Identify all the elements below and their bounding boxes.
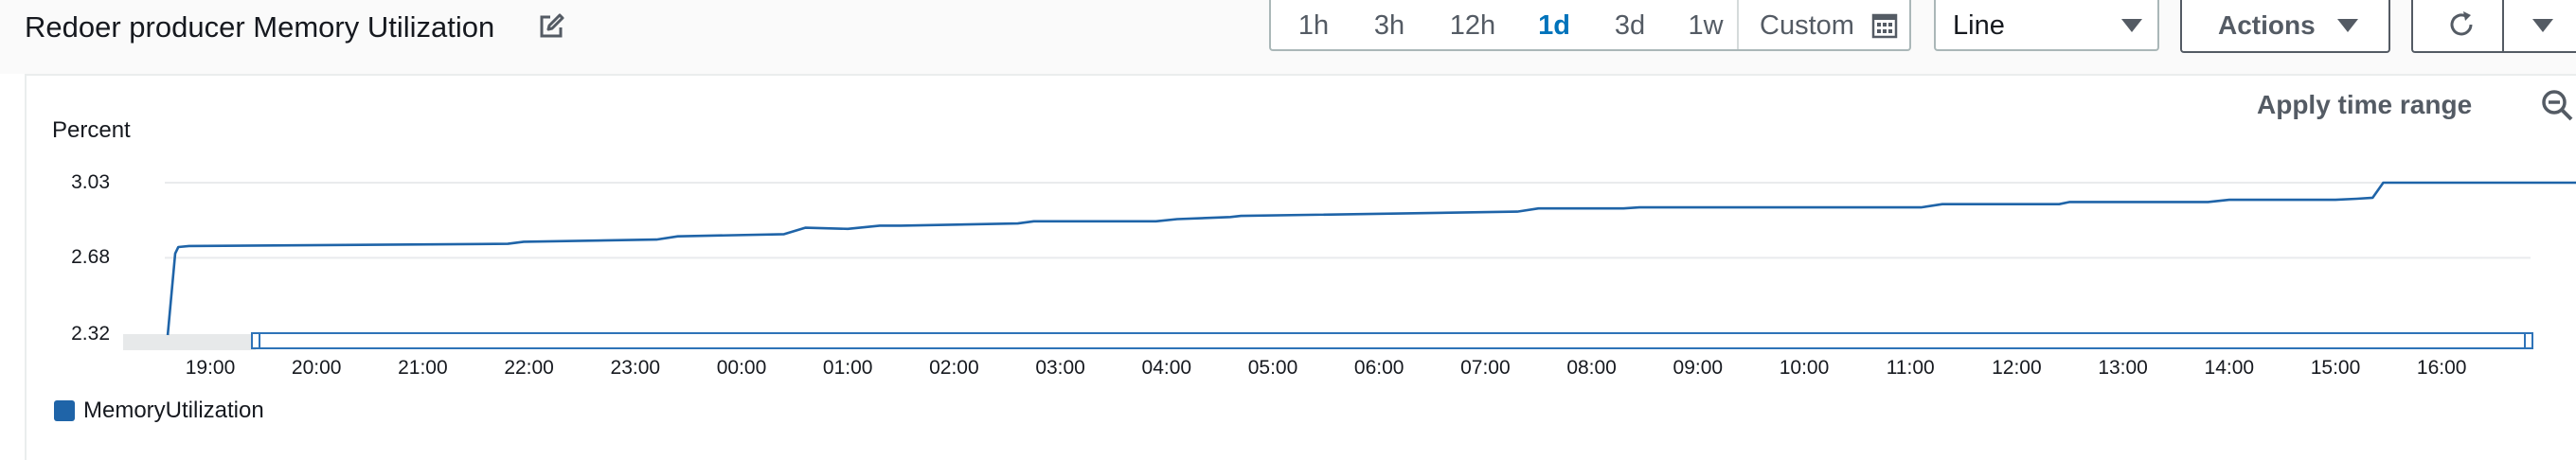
x-tick-label: 14:00 — [2204, 357, 2255, 379]
x-tick-label: 06:00 — [1353, 357, 1404, 379]
time-range-selector: 1h 3h 12h 1d 3d 1w Custom — [1269, 0, 1911, 51]
x-tick-label: 11:00 — [1886, 357, 1935, 379]
graph-panel — [25, 74, 2576, 460]
x-tick-label: 09:00 — [1673, 357, 1724, 379]
time-brush — [253, 332, 2531, 349]
x-tick-label: 02:00 — [929, 357, 979, 379]
x-tick-label: 22:00 — [504, 357, 554, 379]
legend-label[interactable]: MemoryUtilization — [83, 398, 264, 423]
calendar-icon[interactable] — [1871, 12, 1898, 39]
x-tick-label: 07:00 — [1460, 357, 1511, 379]
widget-header: Redoer producer Memory Utilization 1h 3h… — [0, 0, 2576, 74]
x-tick-label: 13:00 — [2098, 357, 2148, 379]
x-tick-label: 21:00 — [398, 357, 448, 379]
y-tick-label: 2.68 — [71, 246, 110, 268]
caret-down-icon — [2121, 19, 2142, 32]
x-tick-label: 12:00 — [1992, 357, 2042, 379]
zoom-out-icon[interactable] — [2540, 88, 2574, 122]
caret-down-icon — [2337, 19, 2358, 32]
y-tick-label: 3.03 — [71, 171, 110, 193]
widget-title: Redoer producer Memory Utilization — [25, 10, 495, 44]
refresh-button-group — [2411, 0, 2576, 53]
x-tick-label: 10:00 — [1779, 357, 1830, 379]
custom-range-button[interactable]: Custom — [1760, 10, 1854, 41]
time-range-1d[interactable]: 1d — [1538, 10, 1570, 41]
x-tick-label: 23:00 — [610, 357, 661, 379]
x-tick-label: 16:00 — [2416, 357, 2467, 379]
x-tick-label: 19:00 — [185, 357, 236, 379]
x-tick-label: 04:00 — [1141, 357, 1192, 379]
legend-swatch[interactable] — [54, 400, 75, 421]
refresh-divider — [2502, 0, 2504, 51]
time-range-12h[interactable]: 12h — [1449, 10, 1496, 41]
actions-button[interactable]: Actions — [2180, 0, 2390, 53]
edit-icon[interactable] — [537, 12, 565, 41]
refresh-options-caret-icon[interactable] — [2532, 19, 2553, 32]
y-axis-label: Percent — [52, 117, 131, 143]
x-tick-label: 15:00 — [2310, 357, 2361, 379]
x-tick-label: 08:00 — [1566, 357, 1617, 379]
apply-time-range-link[interactable]: Apply time range — [2257, 90, 2473, 119]
refresh-icon[interactable] — [2445, 9, 2478, 41]
time-range-3d[interactable]: 3d — [1614, 10, 1646, 41]
time-range-3h[interactable]: 3h — [1373, 10, 1405, 41]
view-type-select[interactable]: Line — [1934, 0, 2159, 51]
time-range-1h[interactable]: 1h — [1297, 10, 1330, 41]
actions-label: Actions — [2218, 10, 2316, 40]
x-tick-label: 01:00 — [822, 357, 873, 379]
x-tick-label: 03:00 — [1035, 357, 1085, 379]
y-tick-label: 2.32 — [71, 323, 110, 345]
time-range-divider — [1737, 0, 1739, 49]
time-range-1w[interactable]: 1w — [1688, 10, 1724, 41]
x-tick-label: 20:00 — [291, 357, 342, 379]
view-type-value: Line — [1953, 10, 2005, 41]
series-line-memoryutilization — [166, 181, 2576, 336]
brush-handle-left — [251, 332, 260, 349]
x-tick-label: 00:00 — [716, 357, 767, 379]
no-data-region — [123, 334, 256, 350]
brush-handle-right — [2524, 332, 2533, 349]
x-tick-label: 05:00 — [1247, 357, 1298, 379]
